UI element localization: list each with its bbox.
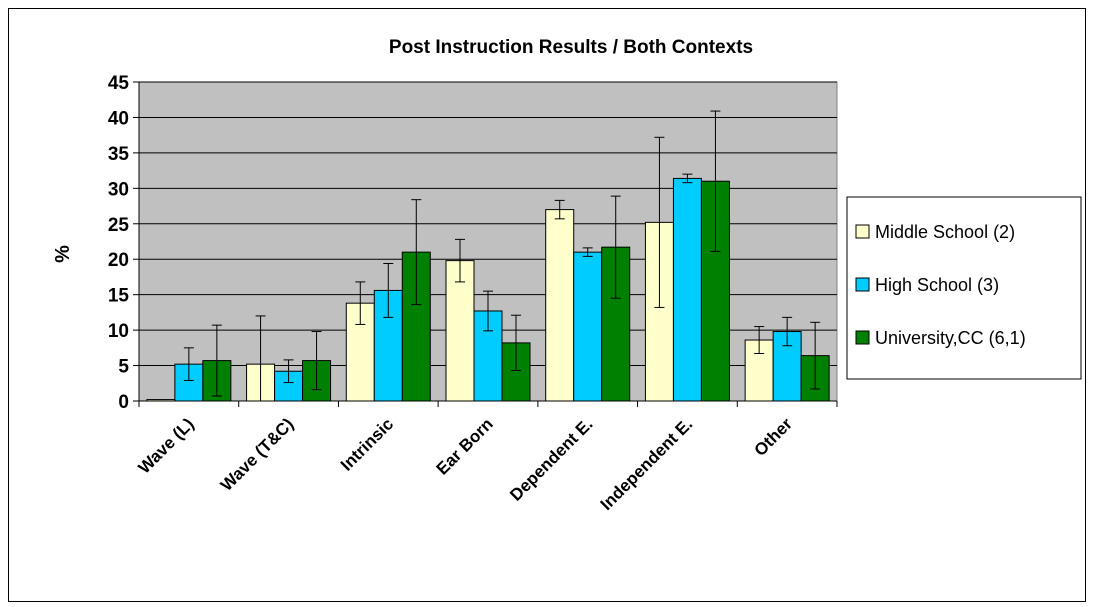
legend-label: High School (3) [875,275,999,295]
legend-swatch [855,224,870,239]
y-tick-label: 5 [118,357,129,378]
x-category-label: Independent E. [597,414,697,514]
chart-title: Post Instruction Results / Both Contexts [389,37,753,58]
chart-frame: Post Instruction Results / Both Contexts… [8,8,1086,602]
y-tick-label: 30 [108,179,129,200]
y-tick-label: 45 [108,73,130,94]
y-tick-label: 35 [108,144,130,165]
x-category-label: Ear Born [433,414,497,478]
y-tick-label: 20 [108,250,129,271]
y-tick-label: 40 [108,108,129,129]
y-tick-label: 15 [108,286,130,307]
chart-svg: Post Instruction Results / Both Contexts… [52,37,1082,514]
legend-swatch [855,330,870,345]
x-category-label: Wave (L) [135,414,198,477]
y-tick-label: 25 [108,215,130,236]
bar [700,180,730,402]
legend-box [846,196,1082,380]
x-category-label: Wave (T&C) [217,414,297,494]
legend-label: University,CC (6,1) [875,328,1026,348]
bar [445,260,475,402]
y-tick-label: 10 [108,321,129,342]
x-category-label: Intrinsic [337,414,397,474]
bar [573,251,603,402]
axes [133,81,838,407]
y-tick-labels: 0 5 10 15 20 25 30 35 40 45 [108,73,130,413]
x-category-label: Dependent E. [506,414,596,504]
legend-swatch [855,277,870,292]
error-bars [183,110,821,402]
y-tick-label: 0 [118,392,129,413]
x-tick-labels: Wave (L) Wave (T&C) Intrinsic Ear Born Depen… [135,414,797,514]
bar [545,209,575,402]
legend: Middle School (2) High School (3) Universi… [846,196,1082,380]
legend-label: Middle School (2) [875,222,1015,242]
y-axis-label: % [52,245,74,263]
x-category-label: Other [750,414,796,460]
bar [672,177,702,402]
